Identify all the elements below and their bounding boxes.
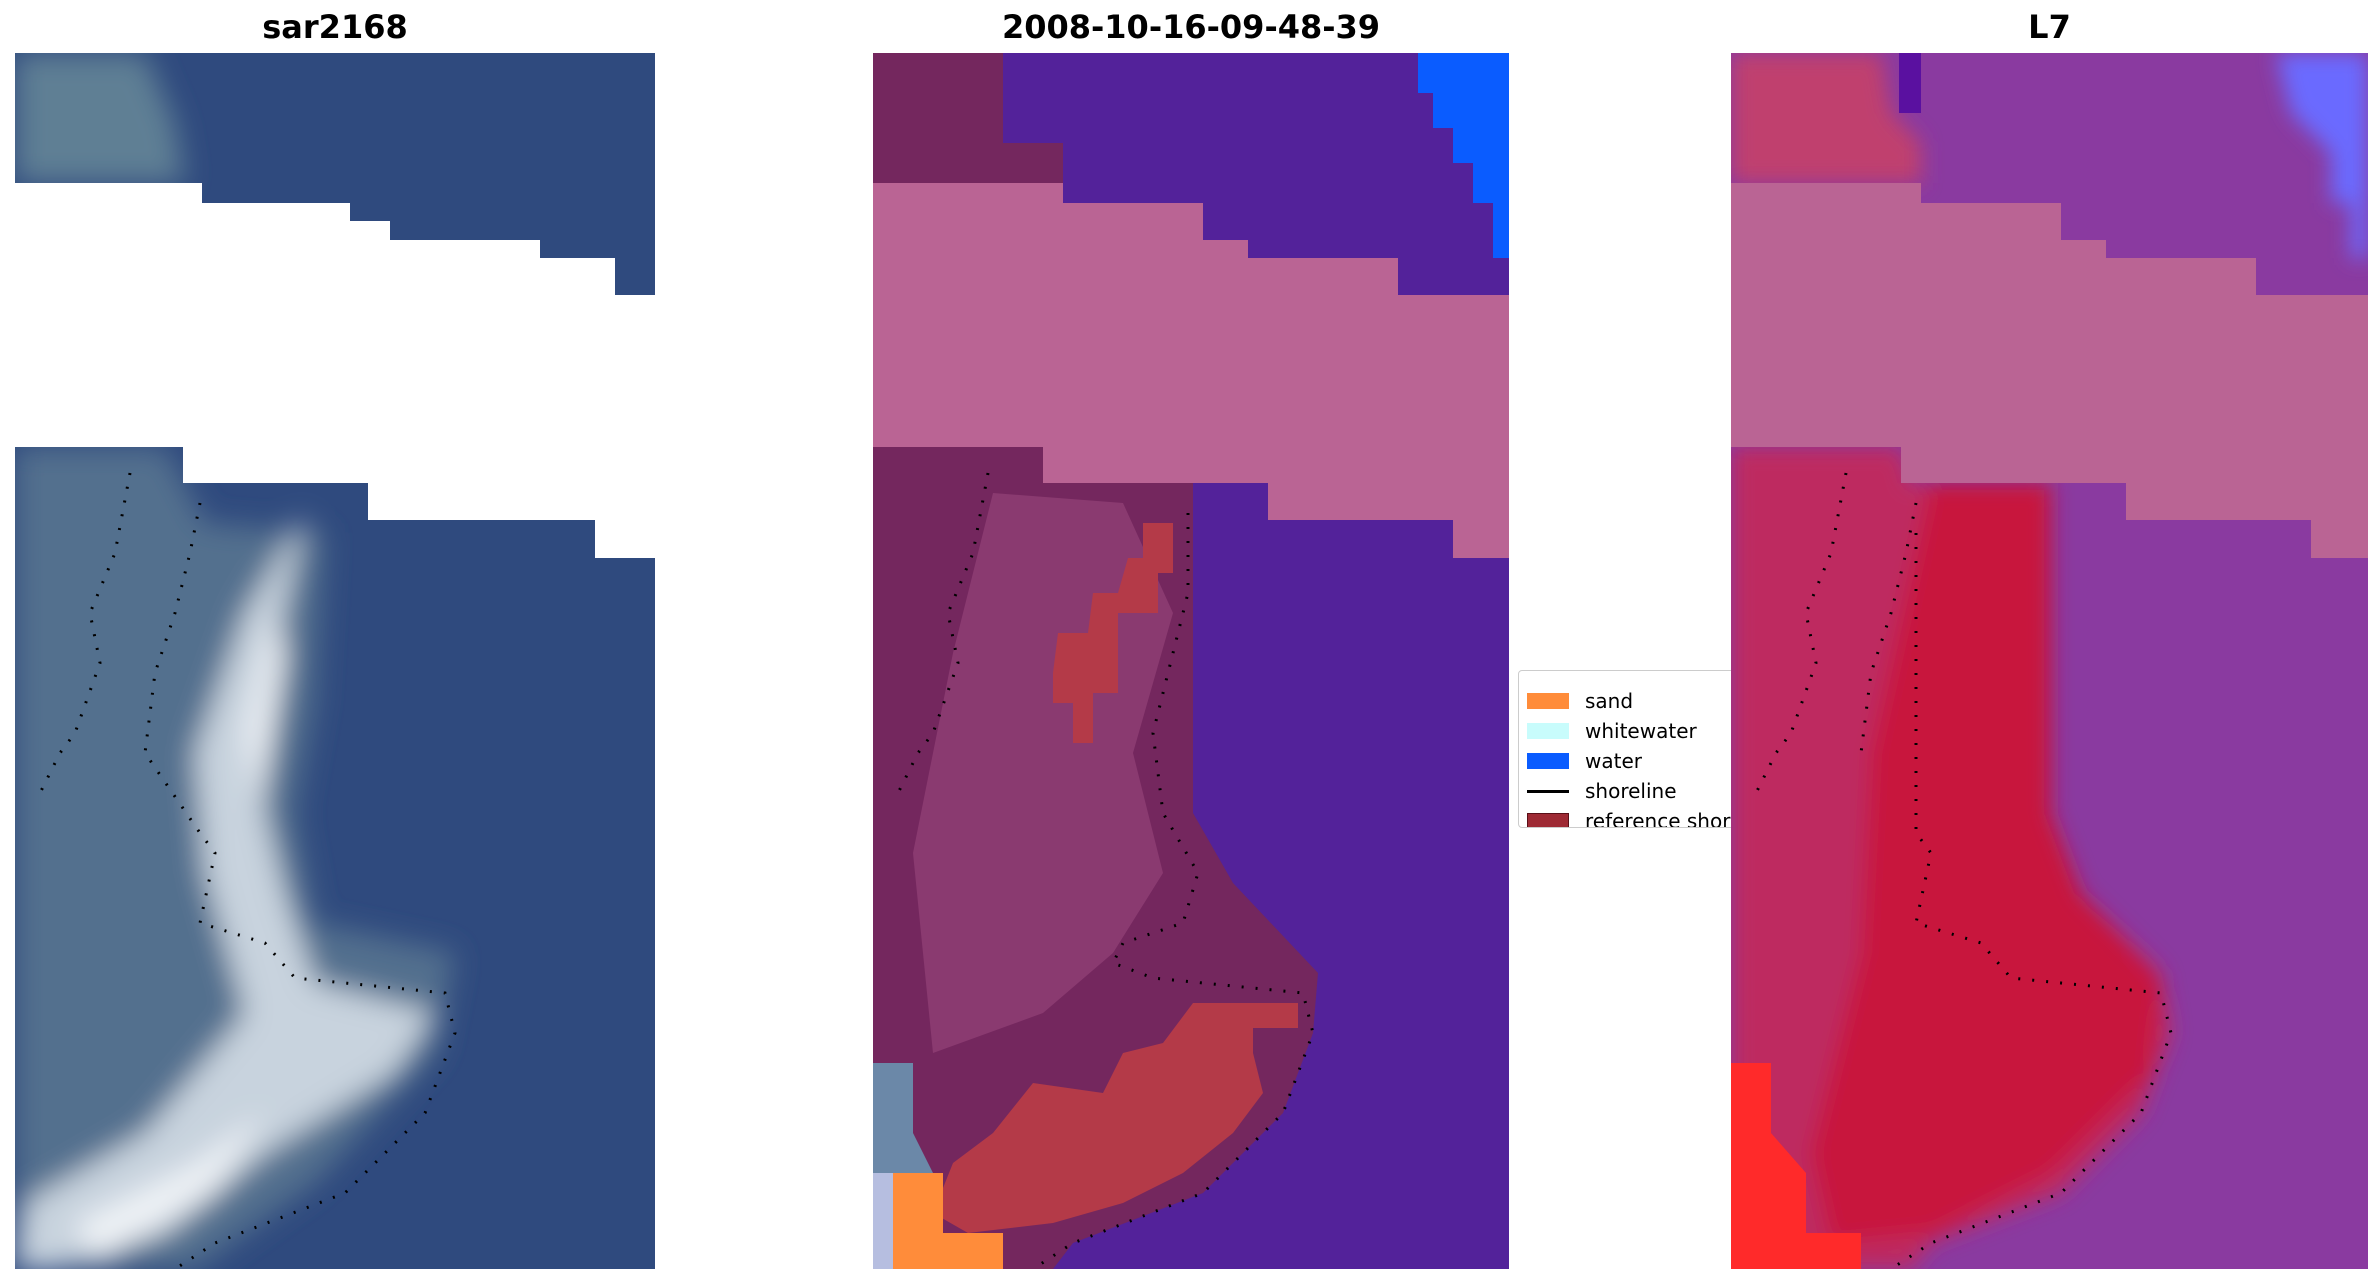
bright-sand-core [75,613,285,1263]
panel-title-sar: sar2168 [262,8,408,46]
l7-land-north [1731,53,1921,183]
legend: sand whitewater water shoreline referenc… [1518,670,1738,828]
legend-label-whitewater: whitewater [1585,719,1697,743]
water-class-blue [1418,53,1509,258]
l7-water-blue [2276,53,2368,258]
whitewater-swatch [1527,723,1569,739]
bright-sand-spit [15,513,435,1269]
shoreline-trace [38,472,457,1269]
legend-label-shoreline: shoreline [1585,779,1677,803]
sand-class-patch [873,1173,1003,1269]
red-class-patch-south [933,1003,1298,1233]
l7-image [1731,53,2368,1269]
whitewater-class-edge [873,1173,893,1269]
water-swatch [1527,753,1569,769]
whitewater-class-patch [873,1063,933,1173]
legend-entry-whitewater: whitewater [1527,718,1697,744]
red-class-patch-north [1053,523,1173,743]
legend-entry-reference-shoreline: reference shoreline buffer [1527,808,1737,828]
classified-image [873,53,1509,1269]
northern-land [15,53,185,183]
legend-entry-shoreline: shoreline [1527,778,1677,804]
l7-edge-red [1731,1063,1861,1269]
reference-shoreline-swatch [1527,813,1569,827]
l7-dark-strip [1899,53,1921,113]
shoreline-trace [1754,472,2173,1269]
shoreline-line-swatch [1527,789,1569,793]
legend-label-sand: sand [1585,689,1634,713]
sand-swatch [1527,693,1569,709]
legend-label-water: water [1585,749,1642,773]
panel-title-l7: L7 [2028,8,2071,46]
l7-buffer-band [1731,183,2368,558]
l7-land-strong [1811,483,2161,1243]
legend-entry-water: water [1527,748,1642,774]
buffer-band [873,183,1509,558]
rgb-satellite-image [15,53,655,1269]
legend-entry-sand: sand [1527,688,1633,714]
shoreline-trace [896,472,1315,1269]
legend-label-reference-shoreline: reference shoreline buffer [1585,809,1737,828]
panel-title-date: 2008-10-16-09-48-39 [1001,8,1381,46]
land-class-area-north [873,53,1063,183]
